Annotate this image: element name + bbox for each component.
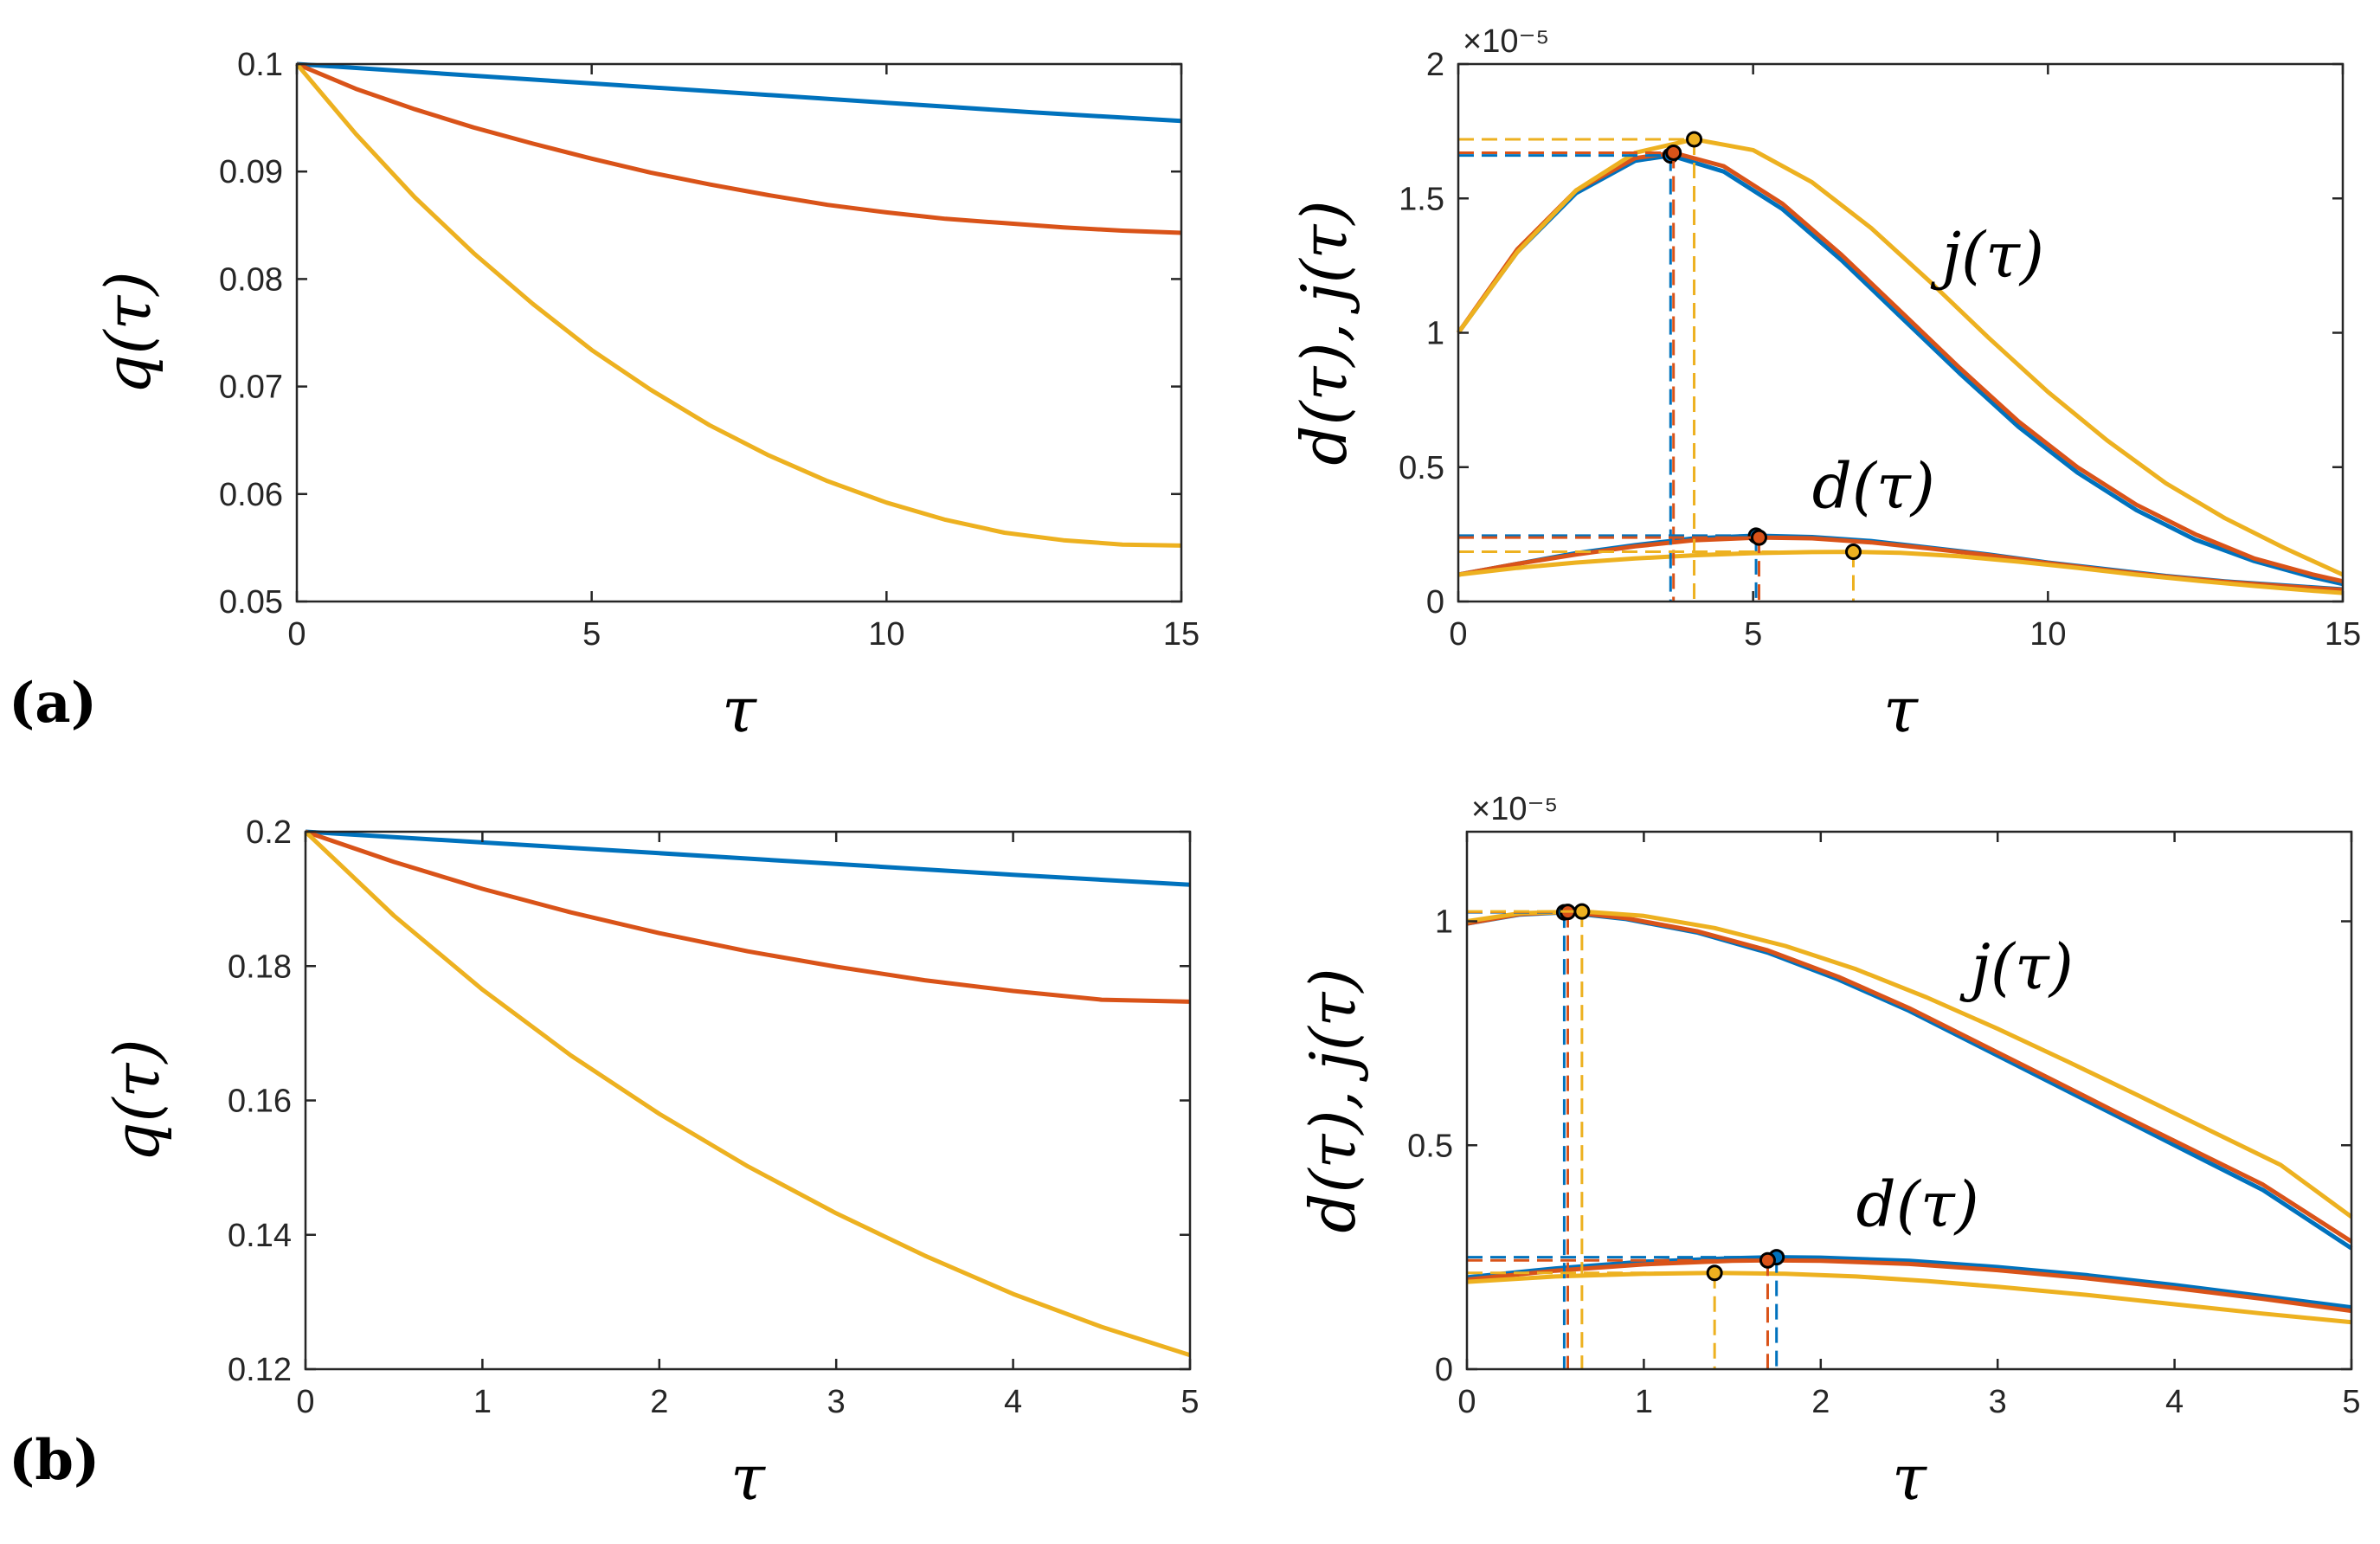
axes-box-a_left	[295, 62, 1183, 603]
series-line-a_right-2	[1456, 137, 2345, 577]
y-tick-label-a_right-0: 0	[1426, 584, 1444, 621]
y-tick-label-a_right-3: 1.5	[1399, 181, 1444, 217]
x-axis-label-a_left: τ	[722, 673, 757, 746]
x-tick-label-b_left-5: 5	[1180, 1384, 1199, 1420]
series-line-a_right-1	[1456, 151, 2344, 584]
series-line-b_left-2	[304, 830, 1191, 1358]
chart-b_right: 0 1 2 3 4 5 0 0.5 1 ×10⁻⁵ τ d(τ), j(τ) j(τ) d(τ)	[1296, 791, 2361, 1514]
exponent-label-b_right: ×10⁻⁵	[1471, 791, 1558, 827]
chart-a_left: 0 5 10 15 0.05 0.06 0.07 0.08 0.09 0.1 τ q(τ)	[92, 47, 1200, 746]
y-tick-label-a_right-2: 1	[1426, 316, 1444, 352]
series-line-a_left-2	[295, 62, 1182, 548]
x-axis-label-b_right: τ	[1892, 1441, 1927, 1514]
y-axis-label-b_right: d(τ), j(τ)	[1296, 968, 1369, 1232]
series-line-b_right-5	[1466, 1271, 2352, 1325]
peak-marker-a_right-4	[1750, 529, 1767, 546]
series-line-a_left-0	[296, 61, 1182, 124]
x-tick-label-b_left-4: 4	[1004, 1384, 1022, 1420]
series-line-a_left-1	[296, 61, 1182, 235]
axes-box-b_left	[304, 830, 1192, 1371]
x-tick-label-b_right-0: 0	[1457, 1384, 1476, 1420]
series-line-b_right-4	[1466, 1258, 2352, 1314]
x-axis-label-b_left: τ	[730, 1441, 766, 1514]
y-tick-label-a_left-1: 0.06	[219, 477, 283, 513]
chart-a_right: 0 5 10 15 0 0.5 1 1.5 2 ×10⁻⁵ τ d(τ), j(τ) j(τ) d(τ)	[1288, 23, 2361, 746]
panel-label-a: (a)	[9, 671, 98, 736]
x-tick-label-b_left-3: 3	[827, 1384, 846, 1420]
y-tick-label-a_left-0: 0.05	[219, 584, 283, 621]
x-tick-label-b_right-2: 2	[1811, 1384, 1830, 1420]
x-tick-label-b_right-1: 1	[1635, 1384, 1653, 1420]
series-line-a_right-5	[1457, 550, 2344, 595]
x-tick-label-a_left-1: 5	[582, 616, 601, 653]
curve-annotation-a_right-1: d(τ)	[1812, 449, 1935, 522]
y-axis-label-a_left: q(τ)	[92, 271, 164, 394]
x-axis-label-a_right: τ	[1883, 673, 1919, 746]
x-tick-label-b_left-2: 2	[650, 1384, 668, 1420]
y-tick-label-a_right-4: 2	[1426, 47, 1444, 83]
axes-box-b_right	[1465, 830, 2353, 1371]
y-tick-label-a_left-4: 0.09	[219, 154, 283, 190]
x-tick-label-b_left-0: 0	[296, 1384, 314, 1420]
x-tick-label-b_right-3: 3	[1989, 1384, 2007, 1420]
y-tick-label-b_right-1: 0.5	[1407, 1128, 1453, 1164]
x-tick-label-b_left-1: 1	[473, 1384, 492, 1420]
y-tick-label-a_left-2: 0.07	[219, 370, 283, 406]
chart-b_left: 0 1 2 3 4 5 0.12 0.14 0.16 0.18 0.2 τ q(τ)	[100, 814, 1200, 1514]
curve-annotation-a_right-0: j(τ)	[1930, 218, 2044, 291]
x-tick-label-a_right-2: 10	[2029, 616, 2066, 653]
panel-label-b: (b)	[9, 1428, 100, 1493]
y-tick-label-b_left-0: 0.12	[228, 1352, 292, 1388]
peak-marker-b_right-4	[1759, 1251, 1776, 1269]
y-axis-label-b_left: q(τ)	[100, 1039, 173, 1161]
y-tick-label-a_left-3: 0.08	[219, 261, 283, 298]
y-tick-label-b_left-2: 0.16	[228, 1084, 292, 1120]
y-tick-label-b_right-2: 1	[1435, 904, 1453, 941]
x-tick-label-a_right-0: 0	[1449, 616, 1467, 653]
curve-annotation-b_right-1: d(τ)	[1856, 1168, 1979, 1240]
x-tick-label-b_right-5: 5	[2342, 1384, 2360, 1420]
x-tick-label-a_left-3: 15	[1163, 616, 1200, 653]
peak-marker-b_right-5	[1706, 1264, 1723, 1282]
series-line-a_right-0	[1456, 153, 2344, 587]
y-tick-label-b_right-0: 0	[1435, 1352, 1453, 1388]
curve-annotation-b_right-0: j(τ)	[1959, 930, 2074, 1003]
y-tick-label-b_left-1: 0.14	[228, 1218, 292, 1254]
exponent-label-a_right: ×10⁻⁵	[1463, 23, 1549, 60]
x-tick-label-b_right-4: 4	[2165, 1384, 2184, 1420]
series-line-b_left-1	[305, 829, 1191, 1004]
peak-marker-b_right-2	[1573, 903, 1591, 920]
y-tick-label-a_left-5: 0.1	[237, 47, 283, 83]
peak-marker-a_right-1	[1665, 144, 1682, 161]
x-tick-label-a_right-1: 5	[1744, 616, 1762, 653]
series-line-b_right-3	[1466, 1255, 2352, 1310]
peak-marker-a_right-5	[1844, 544, 1862, 561]
y-tick-label-a_right-1: 0.5	[1399, 450, 1444, 486]
x-tick-label-a_left-2: 10	[868, 616, 904, 653]
y-tick-label-b_left-4: 0.2	[246, 814, 292, 851]
x-tick-label-a_left-0: 0	[287, 616, 306, 653]
x-tick-label-a_right-3: 15	[2325, 616, 2361, 653]
series-line-b_right-2	[1466, 909, 2353, 1219]
y-tick-label-b_left-3: 0.18	[228, 949, 292, 985]
peak-marker-a_right-2	[1686, 131, 1703, 148]
series-line-b_left-0	[305, 829, 1191, 887]
y-axis-label-a_right: d(τ), j(τ)	[1288, 200, 1360, 465]
